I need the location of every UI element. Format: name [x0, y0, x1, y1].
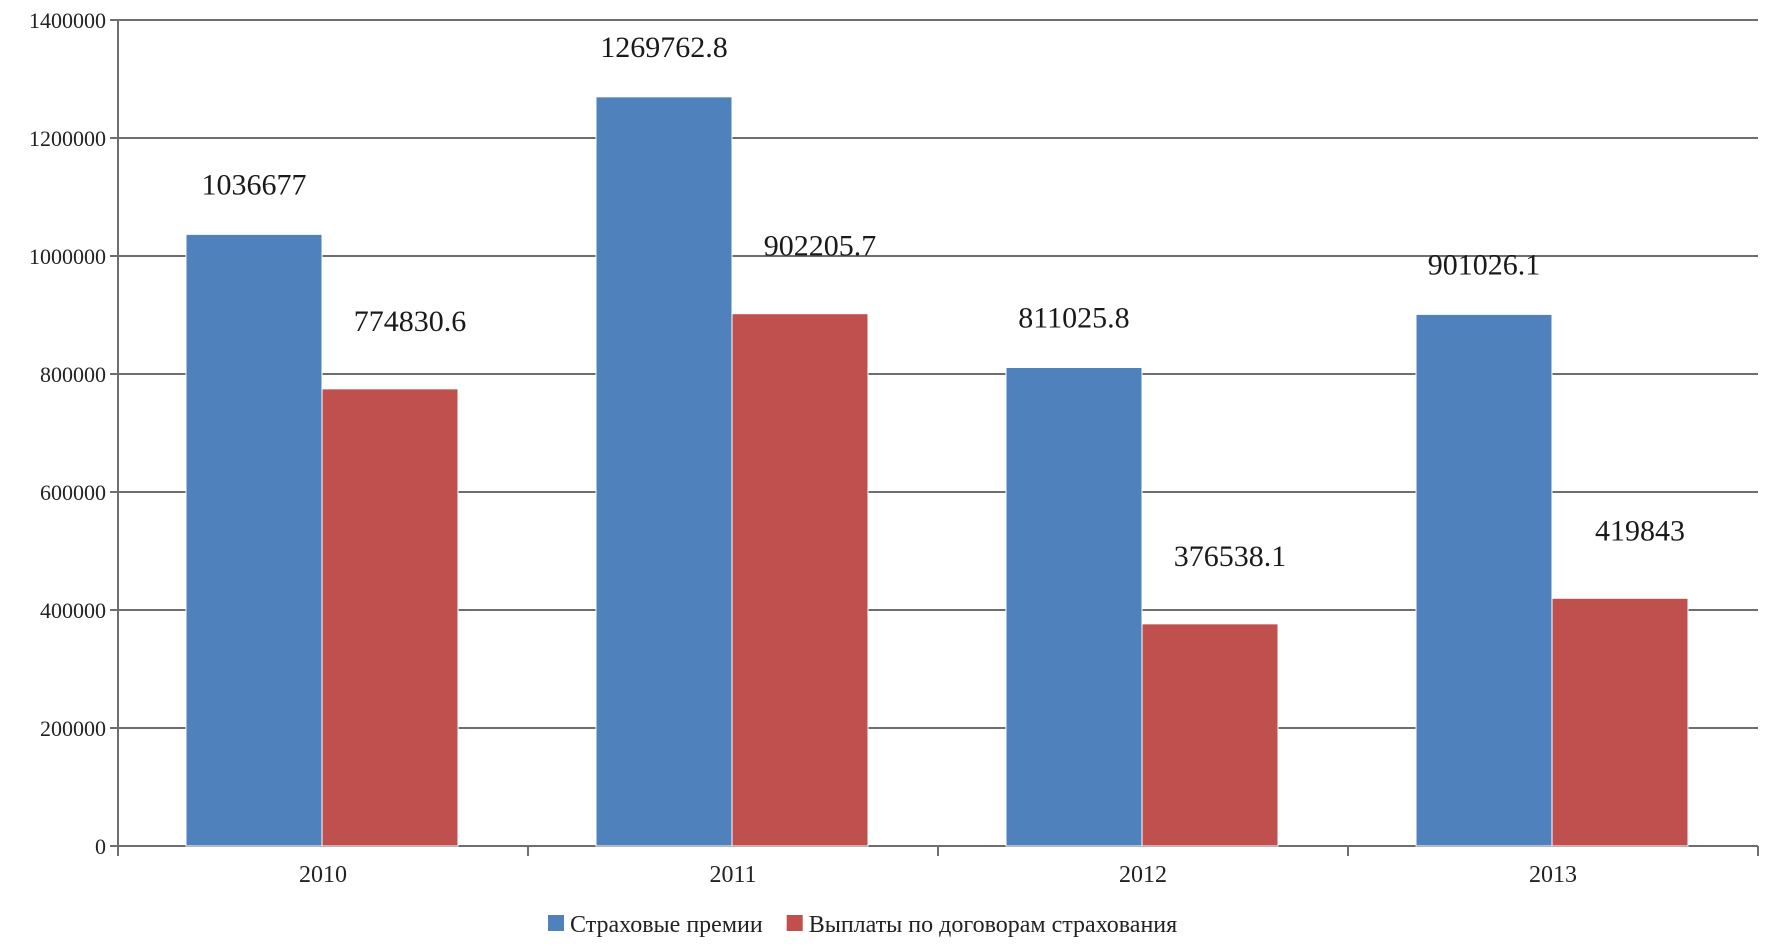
- bar: [1415, 313, 1553, 847]
- bars: [185, 96, 1689, 847]
- x-tick-label: 2012: [1119, 862, 1167, 888]
- y-tick-label: 400000: [40, 598, 106, 623]
- bar: [1141, 623, 1279, 847]
- data-label: 419843: [1595, 514, 1685, 547]
- data-label: 774830.6: [354, 305, 467, 338]
- data-label: 901026.1: [1428, 248, 1541, 281]
- bar: [731, 313, 869, 847]
- x-tick-label: 2011: [709, 862, 756, 888]
- data-label: 1036677: [202, 168, 307, 201]
- data-label: 811025.8: [1018, 301, 1129, 334]
- y-tick-label: 800000: [40, 362, 106, 387]
- y-tick-label: 1200000: [29, 126, 106, 151]
- legend-label: Страховые премии: [570, 912, 763, 938]
- bar: [185, 233, 323, 847]
- x-tick-label: 2010: [299, 862, 347, 888]
- data-label: 902205.7: [764, 230, 877, 263]
- y-tick-label: 600000: [40, 480, 106, 505]
- legend-swatch: [548, 915, 564, 931]
- bar: [595, 96, 733, 847]
- y-tick-label: 1400000: [29, 8, 106, 33]
- bar: [1005, 366, 1143, 847]
- data-label: 376538.1: [1174, 540, 1287, 573]
- bar: [321, 388, 459, 847]
- x-tick-label: 2013: [1529, 862, 1577, 888]
- data-labels: 1036677 1269762.8 811025.8 901026.1 774830.6…: [202, 31, 1686, 573]
- bar: [1551, 597, 1689, 847]
- data-label: 1269762.8: [600, 31, 728, 64]
- axes: 0 200000 400000 600000 800000 1000000 1200000 1…: [29, 8, 1759, 888]
- y-tick-label: 0: [95, 834, 106, 859]
- legend: Страховые премии Выплаты по договорам стр…: [548, 912, 1177, 938]
- legend-swatch: [786, 915, 803, 931]
- legend-label: Выплаты по договорам страхования: [809, 912, 1177, 938]
- y-tick-label: 200000: [40, 716, 106, 741]
- y-tick-label: 1000000: [29, 244, 106, 269]
